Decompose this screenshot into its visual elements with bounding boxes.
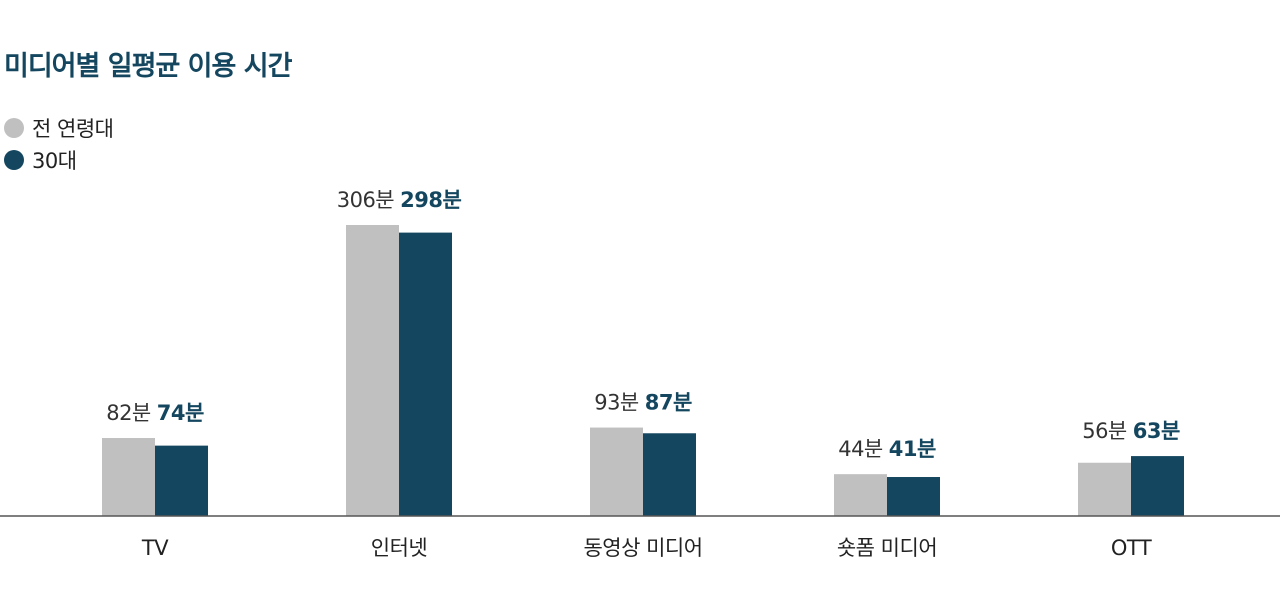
value-label-all-ages-cat-3: 44분 <box>838 437 883 461</box>
legend-label-30s: 30대 <box>32 149 77 173</box>
value-label-30s-cat-1: 298분 <box>400 188 461 212</box>
value-label-group-cat-3: 44분 41분 <box>838 437 936 461</box>
value-label-30s-cat-4: 63분 <box>1133 419 1180 443</box>
value-label-30s-cat-3: 41분 <box>889 437 936 461</box>
category-label-cat-4: OTT <box>1111 536 1152 560</box>
value-label-group-cat-0: 82분 74분 <box>106 401 204 425</box>
value-label-all-ages-cat-2: 93분 <box>594 391 639 415</box>
legend-item-all-ages: 전 연령대 <box>4 112 114 144</box>
value-label-group-cat-1: 306분 298분 <box>337 188 462 212</box>
bar-30s-cat-3 <box>887 477 940 516</box>
bar-30s-cat-2 <box>643 433 696 516</box>
bar-all-ages-cat-0 <box>102 438 155 516</box>
value-label-all-ages-cat-0: 82분 <box>106 401 151 425</box>
value-label-group-cat-4: 56분 63분 <box>1082 419 1180 443</box>
legend-swatch-all-ages <box>4 118 24 138</box>
value-label-group-cat-2: 93분 87분 <box>594 391 692 415</box>
legend: 전 연령대 30대 <box>4 112 114 176</box>
value-label-all-ages-cat-4: 56분 <box>1082 419 1127 443</box>
bar-30s-cat-4 <box>1131 456 1184 516</box>
chart-title: 미디어별 일평균 이용 시간 <box>4 51 292 82</box>
bar-30s-cat-0 <box>155 445 208 516</box>
value-label-30s-cat-0: 74분 <box>157 401 204 425</box>
value-label-30s-cat-2: 87분 <box>645 391 692 415</box>
value-label-all-ages-cat-1: 306분 <box>337 188 395 212</box>
category-label-cat-2: 동영상 미디어 <box>583 536 702 560</box>
legend-label-all-ages: 전 연령대 <box>32 117 114 141</box>
bar-all-ages-cat-1 <box>346 225 399 516</box>
legend-swatch-30s <box>4 150 24 170</box>
legend-item-30s: 30대 <box>4 144 113 176</box>
bar-30s-cat-1 <box>399 232 452 516</box>
bar-all-ages-cat-4 <box>1078 462 1131 516</box>
category-label-cat-0: TV <box>141 536 169 560</box>
bar-all-ages-cat-3 <box>834 474 887 516</box>
category-label-cat-1: 인터넷 <box>371 536 428 560</box>
bar-all-ages-cat-2 <box>590 427 643 516</box>
category-label-cat-3: 숏폼 미디어 <box>837 536 937 560</box>
